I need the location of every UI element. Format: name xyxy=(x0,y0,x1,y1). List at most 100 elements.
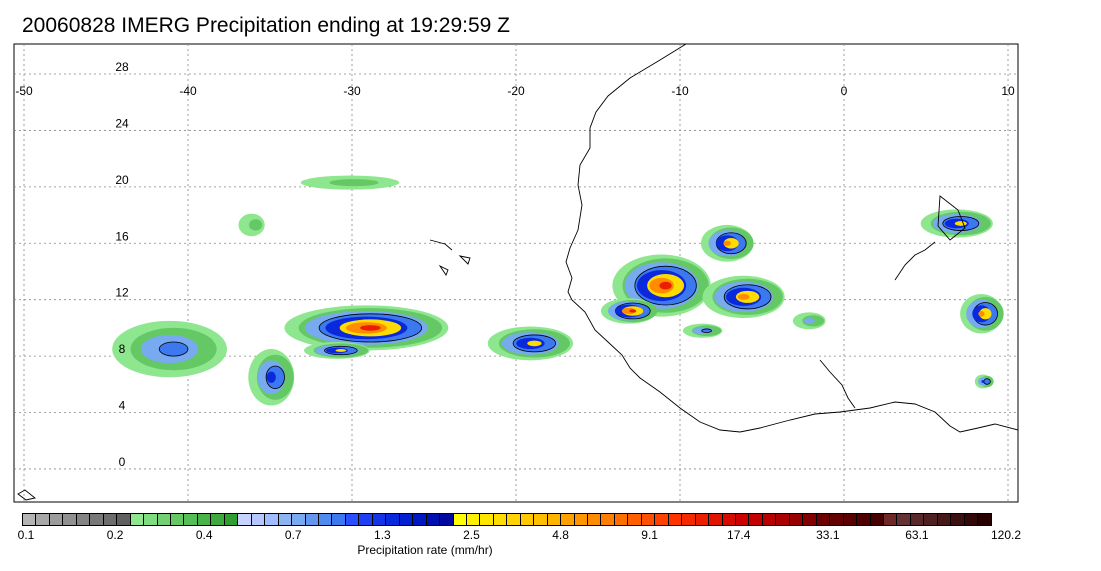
colorbar-swatch xyxy=(493,514,508,525)
longitude-tick-label: -30 xyxy=(343,84,361,98)
colorbar-title: Precipitation rate (mm/hr) xyxy=(357,543,493,557)
colorbar-swatch xyxy=(144,514,158,525)
colorbar-swatch xyxy=(90,514,104,525)
colorbar-swatch xyxy=(63,514,77,525)
colorbar-tick-label: 63.1 xyxy=(905,528,929,542)
colorbar-swatch xyxy=(964,514,979,525)
precipitation-cell xyxy=(304,342,370,359)
colorbar-tick-label: 0.1 xyxy=(17,528,35,542)
colorbar-swatch xyxy=(614,514,629,525)
precipitation-cell xyxy=(600,298,658,324)
colorbar-swatch xyxy=(36,514,50,525)
colorbar-swatch xyxy=(803,514,817,525)
colorbar-tick-label: 4.8 xyxy=(552,528,569,542)
colorbar-swatch xyxy=(722,514,737,525)
colorbar-swatch xyxy=(507,514,521,525)
colorbar-swatch xyxy=(157,514,171,525)
latitude-tick-label: 28 xyxy=(115,60,129,74)
colorbar-swatch xyxy=(197,514,212,525)
africa-coastline xyxy=(565,44,1018,433)
colorbar-swatch xyxy=(359,514,373,525)
colorbar-swatch xyxy=(951,514,965,525)
colorbar-swatch xyxy=(372,514,387,525)
colorbar-swatch xyxy=(655,514,669,525)
colorbar-swatch xyxy=(910,514,925,525)
colorbar-swatch xyxy=(574,514,589,525)
colorbar-tick-label: 17.4 xyxy=(727,528,751,542)
colorbar-swatch xyxy=(103,514,118,525)
colorbar-swatch xyxy=(789,514,804,525)
colorbar-swatch xyxy=(305,514,319,525)
latitude-tick-label: 4 xyxy=(119,399,126,413)
colorbar-swatch xyxy=(937,514,952,525)
colorbar-swatch xyxy=(870,514,884,525)
precipitation-cell xyxy=(300,175,400,190)
longitude-tick-label: 0 xyxy=(841,84,848,98)
colorbar-tick-label: 0.4 xyxy=(195,528,213,542)
colorbar-swatch xyxy=(130,514,145,525)
precipitation-cell xyxy=(112,320,227,378)
latitude-tick-label: 20 xyxy=(115,173,129,187)
colorbar-swatch xyxy=(762,514,777,525)
colorbar-swatch xyxy=(386,514,400,525)
colorbar-tick-label: 0.2 xyxy=(106,528,124,542)
colorbar-swatch xyxy=(318,514,333,525)
colorbar-swatch xyxy=(480,514,494,525)
precipitation-cell xyxy=(700,224,754,262)
latitude-tick-label: 16 xyxy=(115,229,129,243)
colorbar-swatch xyxy=(897,514,911,525)
precipitation-cell xyxy=(487,326,574,361)
colorbar-swatch xyxy=(695,514,710,525)
coastline-detail xyxy=(819,359,856,409)
colorbar-swatch xyxy=(884,514,898,525)
colorbar-swatch xyxy=(399,514,414,525)
precipitation-cell xyxy=(792,312,826,330)
colorbar-swatch xyxy=(628,514,642,525)
colorbar-swatch xyxy=(924,514,938,525)
colorbar-tick-label: 33.1 xyxy=(816,528,840,542)
colorbar-swatch xyxy=(49,514,64,525)
colorbar-swatch xyxy=(547,514,562,525)
colorbar-swatch xyxy=(857,514,871,525)
colorbar-swatch xyxy=(588,514,602,525)
colorbar-swatch xyxy=(413,514,427,525)
colorbar-tick-label: 1.3 xyxy=(374,528,391,542)
colorbar-swatch xyxy=(561,514,575,525)
colorbar-swatch xyxy=(224,514,239,525)
colorbar-swatch xyxy=(238,514,252,525)
map-title: 20060828 IMERG Precipitation ending at 1… xyxy=(22,14,510,37)
precipitation-cell xyxy=(284,305,449,351)
precipitation-cell xyxy=(248,349,295,406)
colorbar-swatch xyxy=(843,514,858,525)
latitude-tick-label: 0 xyxy=(119,455,126,469)
lake-outline xyxy=(937,195,966,241)
colorbar-swatch xyxy=(978,514,991,525)
precipitation-cell xyxy=(238,213,265,237)
precipitation-colorbar xyxy=(22,513,992,526)
precipitation-cell xyxy=(702,275,785,319)
colorbar-swatch xyxy=(184,514,198,525)
colorbar-swatch xyxy=(278,514,293,525)
colorbar-swatch xyxy=(816,514,831,525)
colorbar-swatch xyxy=(440,514,454,525)
precipitation-cell xyxy=(974,374,994,389)
colorbar-swatch xyxy=(520,514,535,525)
colorbar-swatch xyxy=(211,514,225,525)
colorbar-tick-label: 9.1 xyxy=(641,528,658,542)
colorbar-swatch xyxy=(23,514,37,525)
latitude-tick-label: 24 xyxy=(115,116,129,130)
colorbar-swatch xyxy=(641,514,656,525)
map-frame xyxy=(13,43,1019,503)
colorbar-swatch xyxy=(426,514,441,525)
longitude-tick-label: -20 xyxy=(507,84,525,98)
colorbar-swatch xyxy=(345,514,360,525)
colorbar-swatch xyxy=(709,514,723,525)
longitude-tick-label: -10 xyxy=(671,84,689,98)
colorbar-swatch xyxy=(332,514,346,525)
colorbar-swatch xyxy=(117,514,131,525)
island-outline xyxy=(429,239,471,276)
river-outline xyxy=(894,241,936,281)
colorbar-swatch xyxy=(265,514,279,525)
colorbar-swatch xyxy=(736,514,750,525)
